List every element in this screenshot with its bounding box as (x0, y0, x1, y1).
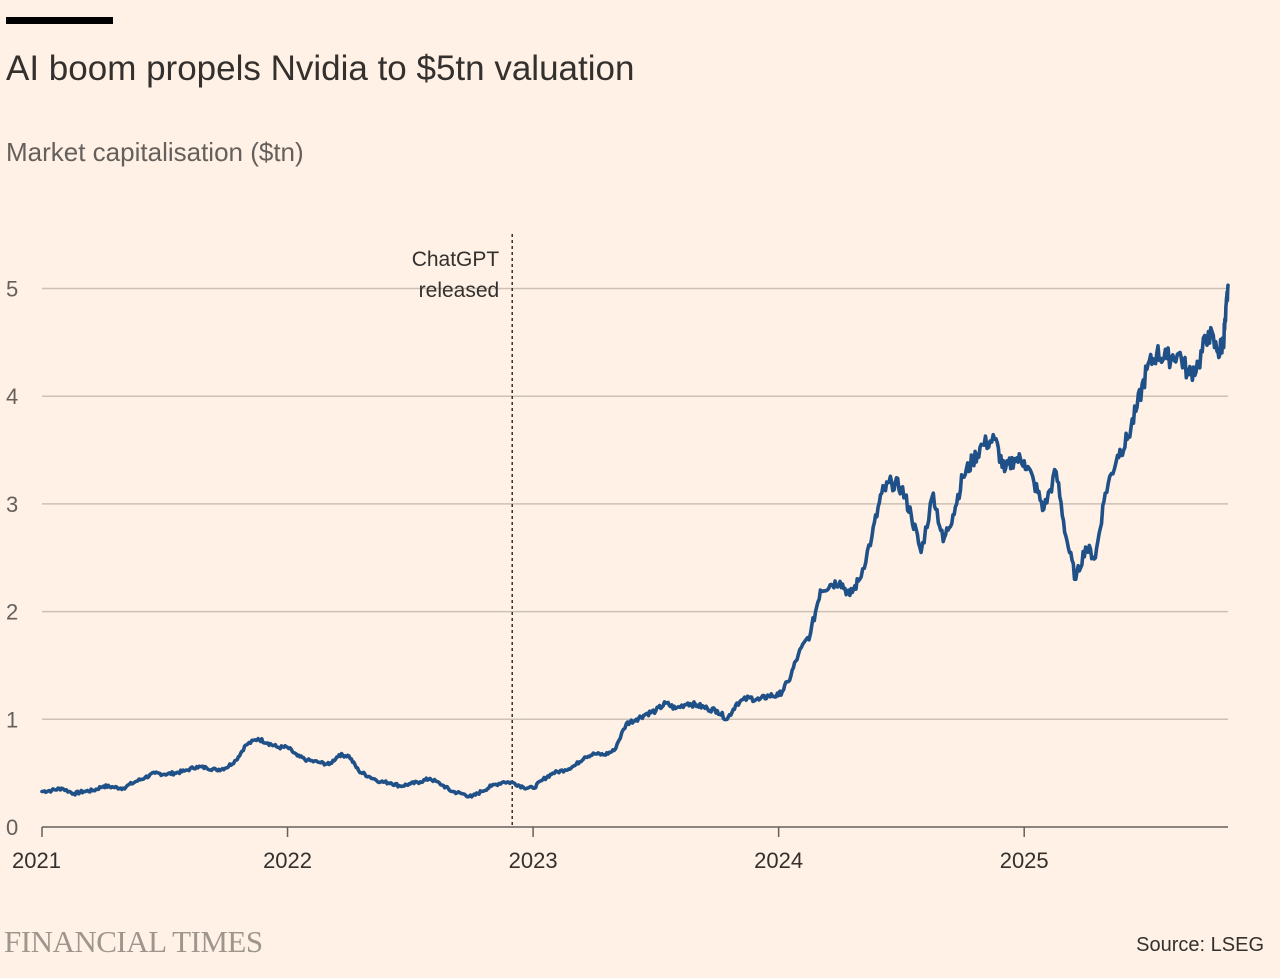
annotations: ChatGPT released (412, 234, 513, 827)
y-tick-label: 5 (6, 277, 18, 302)
x-axis: 2021 2022 2023 2024 2025 (12, 826, 1228, 873)
annotation-label: ChatGPT (412, 248, 500, 271)
chart-subtitle: Market capitalisation ($tn) (6, 137, 304, 167)
y-tick-label: 3 (6, 492, 18, 517)
x-tick-label: 2025 (1000, 848, 1049, 873)
source-note: Source: LSEG (1136, 934, 1264, 956)
annotation-label: released (419, 279, 500, 302)
y-axis-tick-labels: 0 1 2 3 4 5 (6, 277, 18, 841)
x-tick-label: 2023 (509, 848, 558, 873)
y-tick-label: 0 (6, 815, 18, 840)
series-line-nvidia (40, 283, 1230, 799)
y-tick-label: 2 (6, 600, 18, 625)
y-tick-label: 4 (6, 384, 18, 409)
chart-title: AI boom propels Nvidia to $5tn valuation (6, 49, 635, 88)
ft-logo: FINANCIAL TIMES (4, 924, 263, 959)
x-tick-label: 2022 (263, 848, 312, 873)
grid-lines (42, 287, 1228, 721)
header-rule (6, 17, 113, 24)
chart-area: 0 1 2 3 4 5 2021 2022 2023 2024 2025 ChatGPT relea… (6, 234, 1230, 873)
series-layer (40, 283, 1230, 799)
x-tick-label: 2021 (12, 848, 61, 873)
x-tick-label: 2024 (754, 848, 803, 873)
y-tick-label: 1 (6, 707, 18, 732)
